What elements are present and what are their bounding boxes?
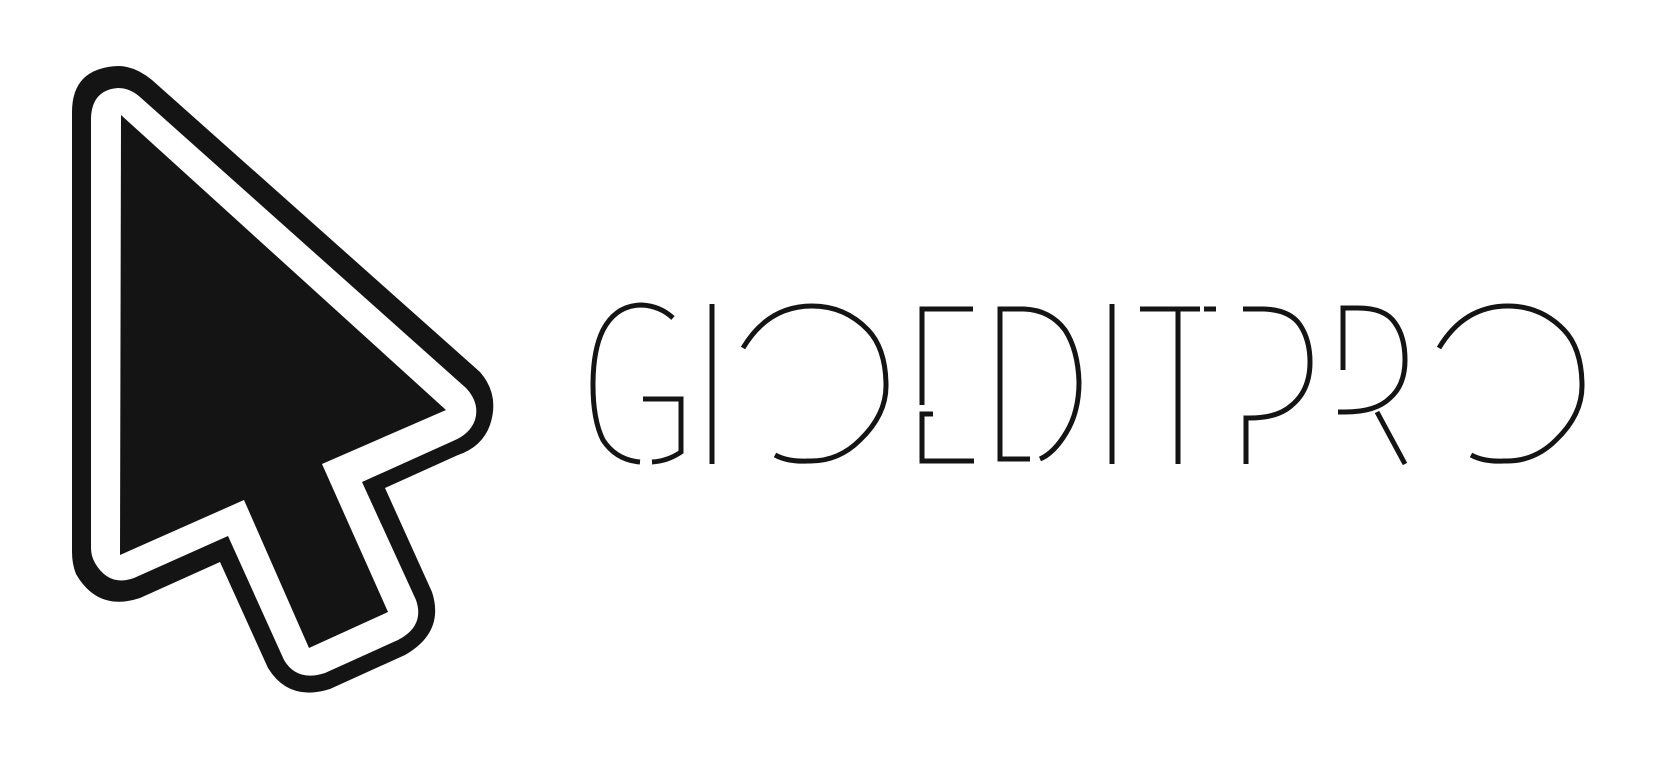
- letter-e: [919, 306, 974, 464]
- letter-t: [1140, 306, 1216, 464]
- letter-o-2: [1436, 303, 1585, 464]
- letter-r: [1338, 305, 1408, 466]
- wordmark-lettering: [590, 302, 1585, 466]
- letter-g: [590, 302, 684, 465]
- letter-p: [1243, 306, 1313, 464]
- letter-o-1: [740, 303, 889, 464]
- cursor-arrow-icon: [72, 66, 494, 693]
- letter-d: [997, 306, 1082, 462]
- cursor-inner-arrow: [120, 115, 446, 648]
